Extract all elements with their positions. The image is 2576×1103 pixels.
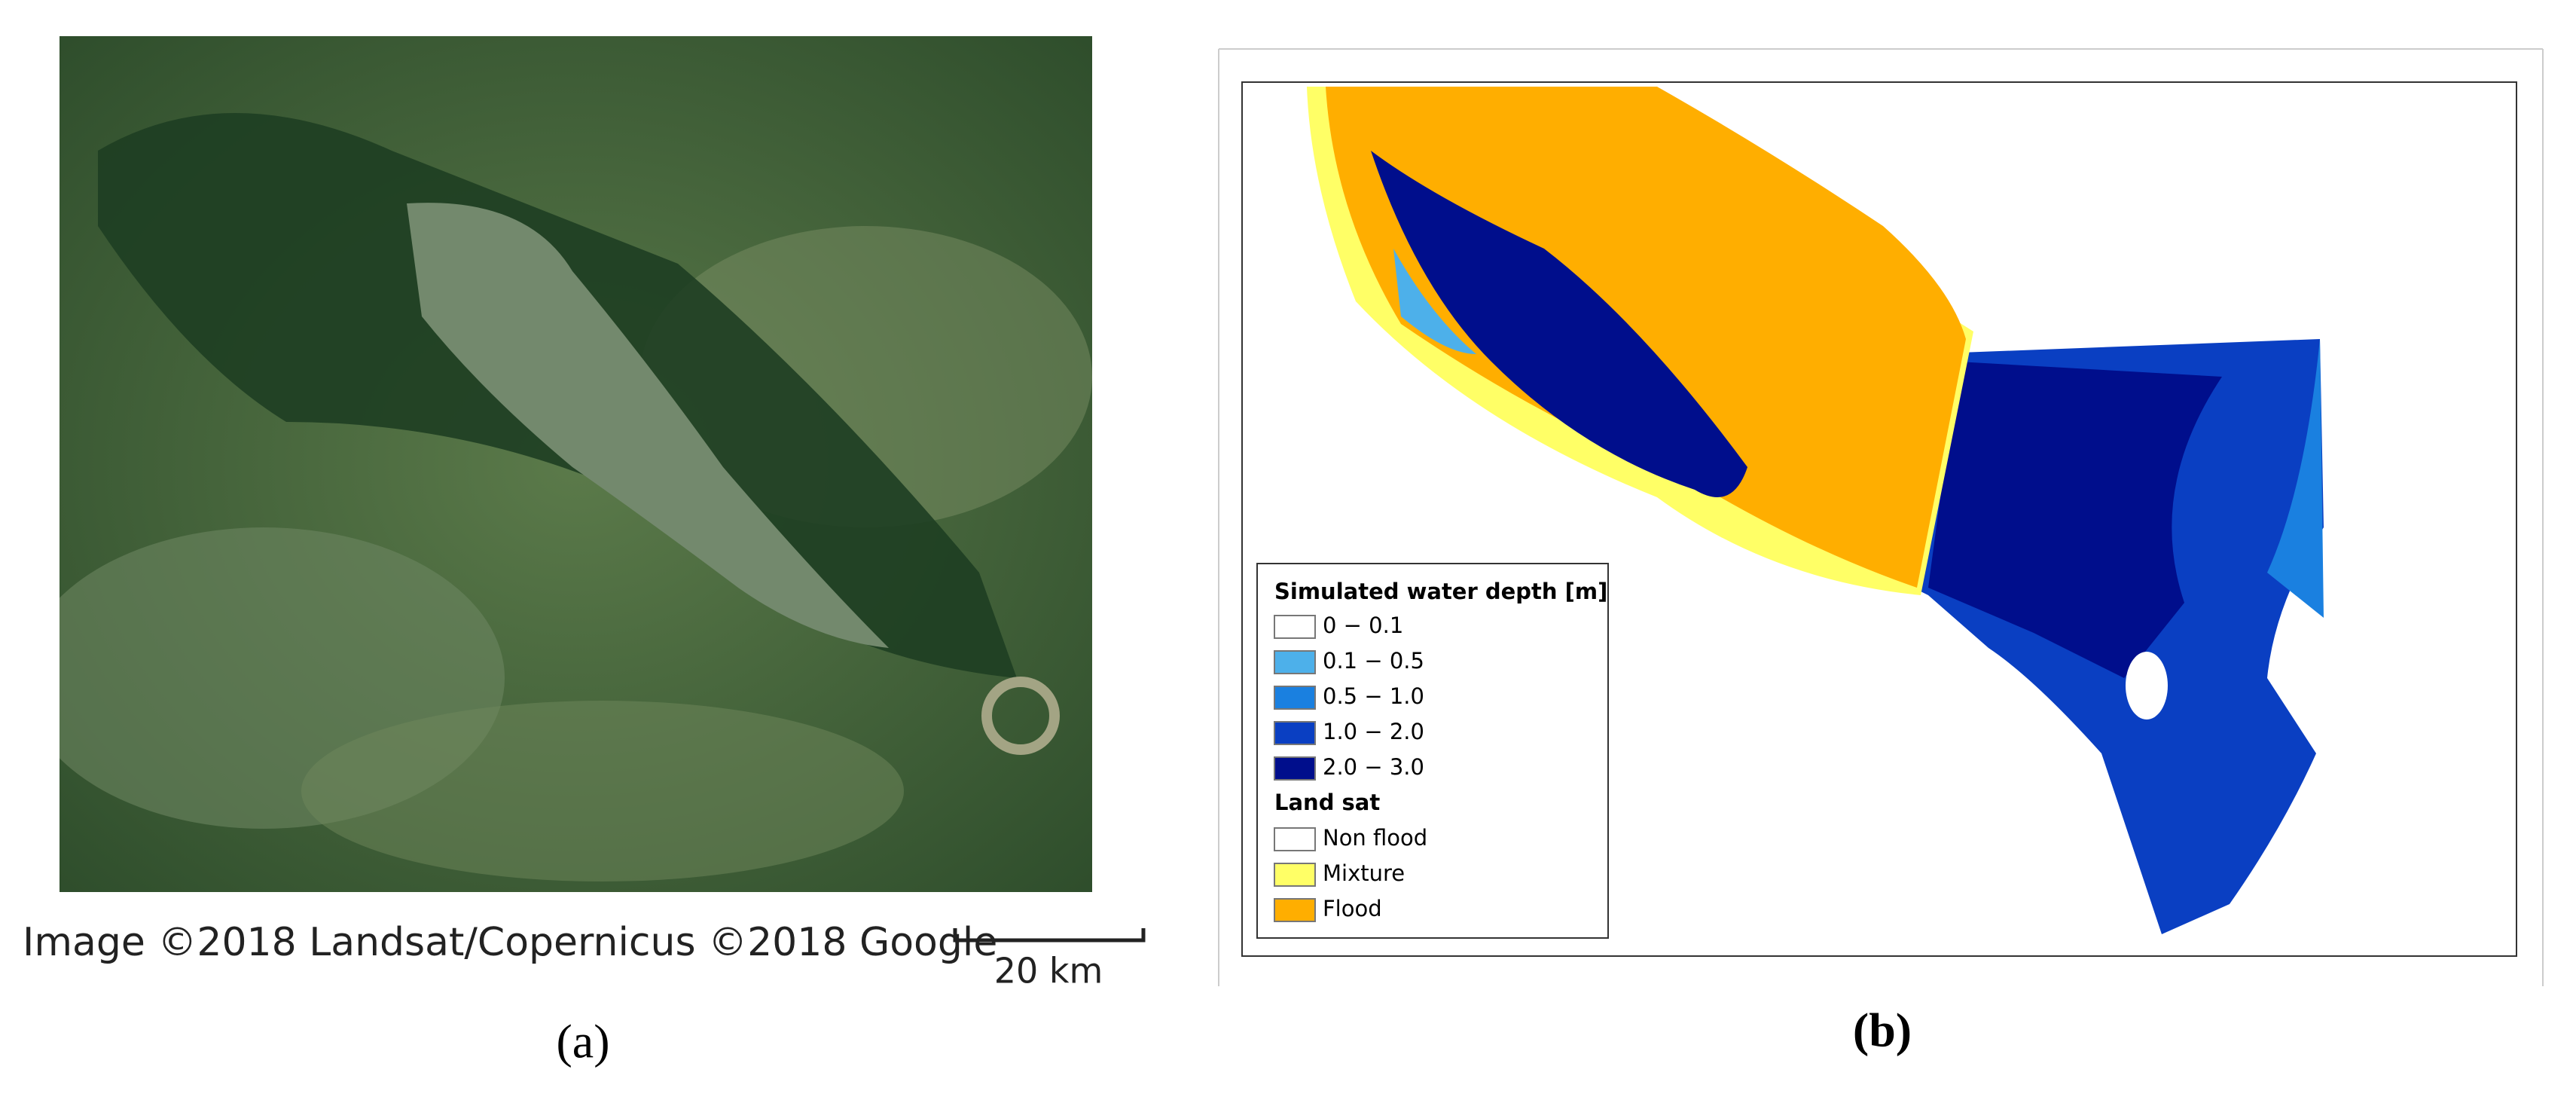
- legend-label: Mixture: [1323, 860, 1405, 886]
- panel-label: (a): [556, 1015, 609, 1068]
- panel-label: (b): [1853, 1004, 1912, 1057]
- legend-label: 0 − 0.1: [1323, 613, 1403, 638]
- legend-title: Simulated water depth [m]: [1274, 579, 1607, 604]
- legend-swatch: [1274, 650, 1316, 674]
- legend-swatch: [1274, 615, 1316, 639]
- legend-swatch: [1274, 898, 1316, 922]
- legend-swatch: [1274, 863, 1316, 887]
- attribution: Image ©2018 Landsat/Copernicus ©2018 Goo…: [23, 920, 997, 965]
- legend-label: 2.0 − 3.0: [1323, 754, 1424, 780]
- scale-label: 20 km: [994, 951, 1103, 991]
- flood-map: [1307, 87, 2324, 934]
- legend-label: Non flood: [1323, 825, 1427, 851]
- legend-label: Flood: [1323, 896, 1382, 921]
- satellite-image: [60, 36, 1092, 892]
- legend-swatch: [1274, 721, 1316, 745]
- legend-swatch: [1274, 756, 1316, 781]
- legend-swatch: [1274, 827, 1316, 851]
- legend-label: 0.5 − 1.0: [1323, 683, 1424, 709]
- legend-label: 1.0 − 2.0: [1323, 719, 1424, 744]
- legend-items: 0 − 0.1 0.1 − 0.5 0.5 − 1.0 1.0 − 2.0 2.0 − …: [1274, 613, 1427, 922]
- scale-bar: [953, 928, 1146, 943]
- legend-swatch: [1274, 686, 1316, 710]
- legend-label: 0.1 − 0.5: [1323, 648, 1424, 674]
- legend-title: Land sat: [1274, 790, 1380, 815]
